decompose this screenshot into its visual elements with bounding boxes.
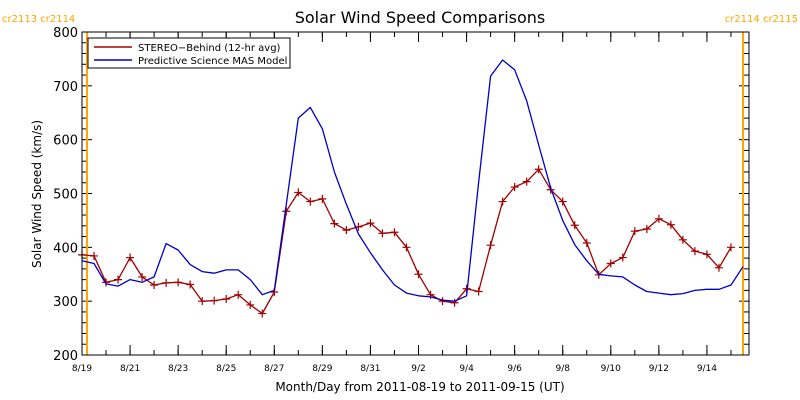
stereo-data-point xyxy=(690,247,699,256)
x-tick-label: 8/23 xyxy=(168,364,188,374)
stereo-data-point xyxy=(558,197,567,206)
x-tick-label: 9/10 xyxy=(601,364,621,374)
x-tick-label: 8/19 xyxy=(72,364,92,374)
x-axis-label: Month/Day from 2011-08-19 to 2011-09-15 … xyxy=(275,380,564,394)
plot-frame xyxy=(81,31,750,356)
stereo-data-point xyxy=(222,295,231,304)
carrington-label-right: cr2114 cr2115 xyxy=(725,14,798,25)
y-tick-label: 800 xyxy=(53,26,78,41)
y-tick-label: 400 xyxy=(53,241,78,256)
stereo-data-point xyxy=(162,278,171,287)
stereo-data-point xyxy=(126,253,135,262)
stereo-data-point xyxy=(522,177,531,186)
stereo-data-point xyxy=(330,219,339,228)
model-series-line xyxy=(81,59,744,302)
stereo-data-point xyxy=(678,235,687,244)
stereo-data-point xyxy=(714,263,723,272)
x-tick-label: 9/6 xyxy=(507,364,522,374)
stereo-data-point xyxy=(534,165,543,174)
stereo-data-point xyxy=(246,300,255,309)
legend-box xyxy=(87,37,291,69)
stereo-data-point xyxy=(138,272,147,281)
x-tick-label: 8/27 xyxy=(264,364,284,374)
stereo-data-point xyxy=(234,290,243,299)
stereo-data-point xyxy=(258,309,267,318)
stereo-data-point xyxy=(186,280,195,289)
stereo-data-point xyxy=(90,251,99,260)
stereo-data-point xyxy=(486,241,495,250)
stereo-data-point xyxy=(210,296,219,305)
x-tick-label: 9/8 xyxy=(555,364,570,374)
stereo-data-point xyxy=(378,229,387,238)
carrington-label-left: cr2113 cr2114 xyxy=(2,14,75,25)
stereo-data-point xyxy=(510,183,519,192)
stereo-data-point xyxy=(654,214,663,223)
x-tick-label: 9/4 xyxy=(459,364,474,374)
stereo-data-point xyxy=(570,221,579,230)
plot-area: 200 300 400 500 600 700 800 8/19 8/21 8/23 8/25 8/2… xyxy=(53,26,749,374)
stereo-data-point xyxy=(666,220,675,229)
y-tick-label: 300 xyxy=(53,295,78,310)
stereo-data-point xyxy=(726,243,735,252)
stereo-data-point xyxy=(318,194,327,203)
y-tick-label: 600 xyxy=(53,134,78,149)
x-tick-label: 8/31 xyxy=(360,364,380,374)
stereo-data-point xyxy=(150,281,159,290)
legend: STEREO−Behind (12-hr avg) Predictive Sci… xyxy=(87,37,291,69)
stereo-data-point xyxy=(366,219,375,228)
stereo-data-point xyxy=(438,297,447,306)
y-axis-label: Solar Wind Speed (km/s) xyxy=(30,120,44,268)
legend-label-stereo: STEREO−Behind (12-hr avg) xyxy=(138,43,281,54)
x-tick-label: 9/12 xyxy=(649,364,669,374)
y-tick-label: 700 xyxy=(53,80,78,95)
stereo-data-point xyxy=(450,298,459,307)
stereo-data-point xyxy=(390,228,399,237)
chart-title: Solar Wind Speed Comparisons xyxy=(295,8,546,27)
stereo-data-point xyxy=(642,225,651,234)
stereo-data-point xyxy=(498,197,507,206)
x-tick-label: 9/14 xyxy=(697,364,717,374)
stereo-data-point xyxy=(198,297,207,306)
stereo-data-point xyxy=(630,227,639,236)
x-tick-label: 8/25 xyxy=(216,364,236,374)
stereo-data-point xyxy=(606,259,615,268)
stereo-data-point xyxy=(414,270,423,279)
legend-label-model: Predictive Science MAS Model xyxy=(138,56,287,67)
x-tick-label: 9/2 xyxy=(411,364,425,374)
stereo-data-point xyxy=(294,188,303,197)
stereo-data-point xyxy=(306,197,315,206)
stereo-data-point xyxy=(114,275,123,284)
y-tick-label: 200 xyxy=(53,349,78,364)
stereo-data-point xyxy=(582,239,591,248)
stereo-data-point xyxy=(402,243,411,252)
y-tick-label: 500 xyxy=(53,188,78,203)
stereo-data-point xyxy=(342,226,351,235)
stereo-data-point xyxy=(474,287,483,296)
stereo-data-point xyxy=(174,278,183,287)
x-tick-label: 8/21 xyxy=(120,364,140,374)
stereo-data-point xyxy=(618,253,627,262)
x-tick-label: 8/29 xyxy=(312,364,332,374)
stereo-data-point xyxy=(102,278,111,287)
stereo-data-point xyxy=(702,250,711,259)
